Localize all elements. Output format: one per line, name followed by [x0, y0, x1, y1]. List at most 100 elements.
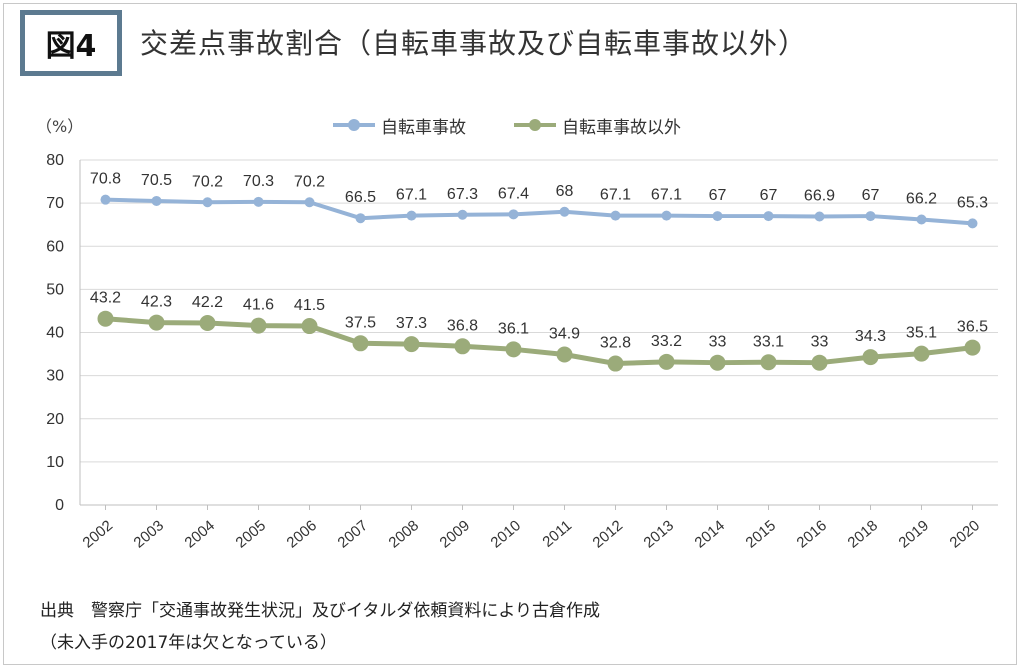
data-point [967, 218, 978, 229]
data-point [97, 310, 114, 327]
data-label: 66.2 [906, 191, 937, 208]
data-label: 37.5 [345, 314, 376, 331]
legend-swatch-series1 [333, 119, 375, 131]
legend-item-series2: 自転車事故以外 [514, 113, 681, 138]
y-tick-label: 30 [46, 368, 64, 385]
data-label: 33 [811, 334, 829, 351]
data-point [559, 206, 570, 217]
data-label: 32.8 [600, 335, 631, 352]
x-tick-label: 2020 [947, 517, 983, 551]
legend-swatch-series2 [514, 119, 556, 131]
data-point [352, 335, 369, 352]
data-label: 70.5 [141, 172, 172, 189]
data-point [862, 349, 879, 366]
data-label: 70.2 [294, 173, 325, 190]
data-point [610, 210, 621, 221]
data-point [406, 210, 417, 221]
source-text: 出典 警察庁「交通事故発生状況」及びイタルダ依頼資料により古倉作成 [40, 601, 600, 621]
figure-number: 図4 [45, 29, 97, 64]
x-tick-label: 2005 [233, 517, 269, 551]
data-label: 67.4 [498, 185, 529, 202]
y-axis-unit: （%） [36, 117, 84, 136]
data-label: 67 [760, 187, 778, 204]
data-label: 70.2 [192, 173, 223, 190]
x-tick-label: 2013 [641, 517, 677, 551]
data-label: 67.3 [447, 186, 478, 203]
data-label: 42.2 [192, 294, 223, 311]
x-tick-label: 2004 [182, 517, 218, 551]
data-label: 35.1 [906, 325, 937, 342]
data-label: 34.3 [855, 328, 886, 345]
data-point [556, 346, 573, 363]
data-label: 41.5 [294, 297, 325, 314]
x-tick-label: 2002 [80, 517, 116, 551]
data-label: 36.8 [447, 317, 478, 334]
x-tick-label: 2015 [743, 517, 779, 551]
data-point [661, 210, 672, 221]
data-point [658, 353, 675, 370]
data-label: 70.3 [243, 173, 274, 190]
data-label: 33.1 [753, 333, 784, 350]
x-tick-label: 2016 [794, 517, 830, 551]
data-point [814, 211, 825, 222]
figure-frame [3, 3, 1017, 665]
data-point [355, 213, 366, 224]
data-label: 68 [556, 183, 574, 200]
data-point [607, 355, 624, 372]
data-point [148, 314, 165, 331]
data-point [709, 354, 726, 371]
data-label: 37.3 [396, 315, 427, 332]
data-label: 42.3 [141, 294, 172, 311]
series-line-1 [105, 197, 973, 226]
x-tick-label: 2009 [437, 517, 473, 551]
data-point [712, 211, 723, 222]
y-tick-label: 70 [46, 195, 64, 212]
data-label: 67.1 [651, 187, 682, 204]
data-label: 36.5 [957, 319, 988, 336]
data-point [760, 354, 777, 371]
x-tick-label: 2011 [539, 517, 575, 551]
x-tick-label: 2018 [845, 517, 881, 551]
data-label: 66.5 [345, 189, 376, 206]
y-tick-label: 20 [46, 411, 64, 428]
data-label: 33.2 [651, 333, 682, 350]
data-point [508, 209, 519, 220]
data-label: 66.9 [804, 187, 835, 204]
y-tick-label: 50 [46, 281, 64, 298]
data-point [301, 318, 318, 335]
x-tick-label: 2010 [488, 517, 524, 551]
data-label: 67.1 [396, 187, 427, 204]
figure-number-badge: 図4 [20, 10, 122, 76]
data-label: 65.3 [957, 194, 988, 211]
x-tick-label: 2006 [284, 517, 320, 551]
x-tick-label: 2019 [896, 517, 932, 551]
y-tick-label: 60 [46, 238, 64, 255]
data-point [151, 195, 162, 206]
data-point [913, 345, 930, 362]
x-tick-label: 2007 [335, 517, 371, 551]
x-tick-label: 2012 [590, 517, 626, 551]
legend-label-series1: 自転車事故 [381, 117, 466, 138]
data-label: 43.2 [90, 290, 121, 307]
legend-label-series2: 自転車事故以外 [562, 117, 681, 138]
x-tick-label: 2003 [131, 517, 167, 551]
data-point [304, 197, 315, 208]
data-point [457, 209, 468, 220]
data-point [964, 339, 981, 356]
data-point [916, 214, 927, 225]
series-line-2 [105, 316, 973, 367]
y-tick-label: 10 [46, 454, 64, 471]
y-tick-label: 0 [55, 497, 64, 514]
data-point [505, 341, 522, 358]
legend-item-series1: 自転車事故 [333, 113, 466, 138]
data-point [811, 354, 828, 371]
data-point [100, 194, 111, 205]
data-point [202, 197, 213, 208]
data-label: 41.6 [243, 297, 274, 314]
data-point [454, 338, 471, 355]
y-tick-label: 80 [46, 152, 64, 169]
data-label: 70.8 [90, 171, 121, 188]
data-label: 36.1 [498, 320, 529, 337]
data-label: 67 [862, 187, 880, 204]
